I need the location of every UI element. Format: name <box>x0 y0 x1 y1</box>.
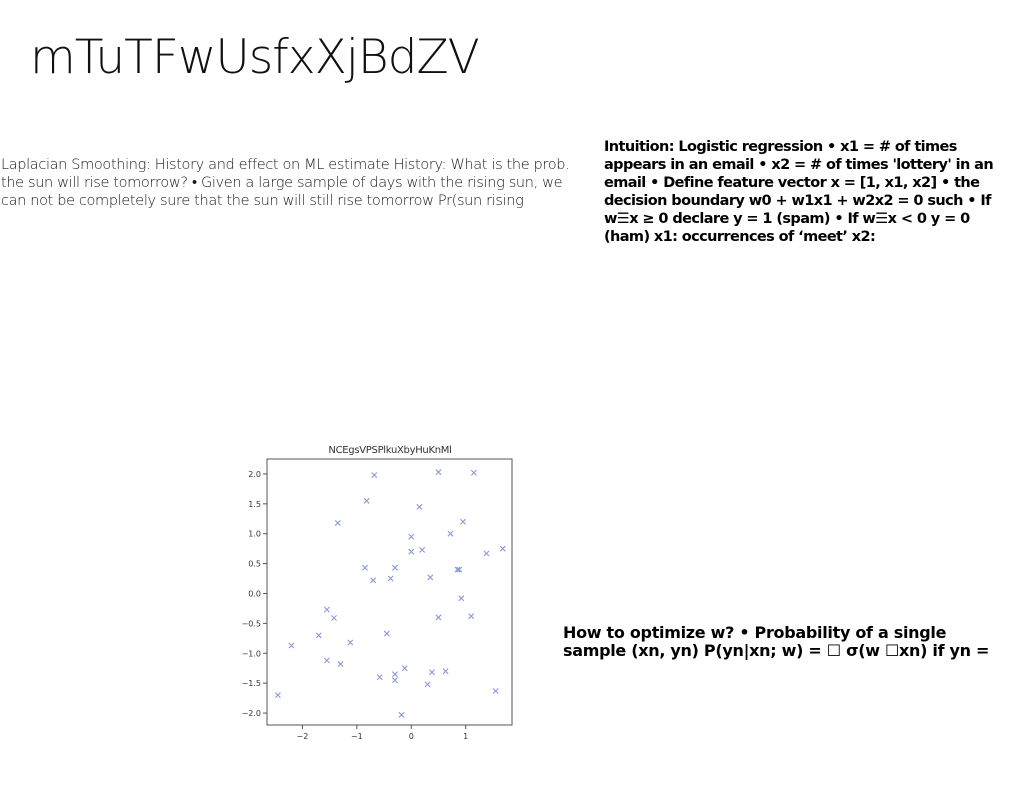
scatter-point <box>371 472 378 479</box>
y-tick-label: −1.0 <box>242 649 261 658</box>
scatter-point <box>398 711 405 718</box>
y-tick-label: 0.0 <box>248 589 261 598</box>
x-tick-label: 0 <box>409 732 414 741</box>
y-axis-ticks: 2.0 1.5 1.0 0.5 0.0 −0.5 −1.0 −1.5 −2.0 <box>242 470 267 718</box>
scatter-point <box>435 614 442 621</box>
scatter-point <box>408 533 415 540</box>
y-tick-label: 0.5 <box>248 560 261 569</box>
scatter-point <box>363 497 370 504</box>
scatter-point <box>315 632 322 639</box>
optimize-w-line-2: sample (xn, yn) P(yn|xn; w) = ☐ σ(w ☐xn)… <box>563 641 990 660</box>
y-tick-label: 1.5 <box>248 500 261 509</box>
laplacian-smoothing-text: Laplacian Smoothing: History and effect … <box>1 157 570 209</box>
scatter-point <box>383 630 390 637</box>
scatter-point <box>442 668 449 675</box>
x-axis-ticks: −2 −1 0 1 <box>296 725 468 741</box>
y-tick-label: 2.0 <box>248 470 261 479</box>
scatter-point <box>401 665 408 672</box>
chart-title: NCEgsVPSPlkuXbyHuKnMl <box>328 445 451 456</box>
logistic-regression-text: Intuition: Logistic regression • x1 = # … <box>604 139 994 245</box>
scatter-point <box>454 566 461 573</box>
scatter-point <box>387 575 394 582</box>
scatter-point <box>391 677 398 684</box>
scatter-point <box>468 613 475 620</box>
x-tick-label: −2 <box>296 732 308 741</box>
scatter-point <box>337 661 344 668</box>
scatter-point <box>391 564 398 571</box>
scatter-figure: NCEgsVPSPlkuXbyHuKnMl 2.0 1.5 1.0 0.5 0.0 −0.… <box>242 445 513 741</box>
scatter-point <box>362 564 368 571</box>
optimize-w-line-1: How to optimize w? • Probability of a si… <box>563 624 947 642</box>
scatter-point <box>376 674 383 681</box>
y-tick-label: 1.0 <box>248 530 261 539</box>
plot-frame <box>266 458 513 726</box>
scatter-point <box>492 687 499 694</box>
scatter-point <box>391 671 398 678</box>
scatter-point <box>408 548 415 555</box>
scatter-point <box>435 469 442 476</box>
y-tick-label: −2.0 <box>242 709 261 718</box>
slide-title: mTuTFwUsfxXjBdZV <box>30 30 480 85</box>
scatter-point <box>424 681 431 688</box>
y-tick-label: −0.5 <box>242 619 261 628</box>
x-tick-label: −1 <box>351 732 363 741</box>
scatter-point <box>456 566 463 573</box>
scatter-point <box>274 692 281 699</box>
scatter-point <box>419 546 426 553</box>
scatter-point <box>323 606 330 613</box>
x-tick-label: 1 <box>463 732 468 741</box>
scatter-point <box>334 519 341 526</box>
scatter-point <box>347 639 354 646</box>
scatter-point <box>460 518 466 525</box>
optimize-w-text: How to optimize w? • Probability of a si… <box>563 624 1018 660</box>
scatter-point <box>330 615 337 621</box>
scatter-point <box>447 530 454 537</box>
scatter-point <box>370 577 377 584</box>
scatter-point <box>427 574 434 581</box>
scatter-point <box>499 545 506 552</box>
scatter-points <box>274 469 506 718</box>
scatter-point <box>323 657 330 664</box>
scatter-point <box>483 550 490 557</box>
scatter-point <box>428 669 435 676</box>
y-tick-label: −1.5 <box>242 679 261 688</box>
scatter-point <box>288 642 295 649</box>
scatter-point <box>470 469 477 476</box>
scatter-point <box>458 595 465 602</box>
scatter-point <box>416 503 423 510</box>
